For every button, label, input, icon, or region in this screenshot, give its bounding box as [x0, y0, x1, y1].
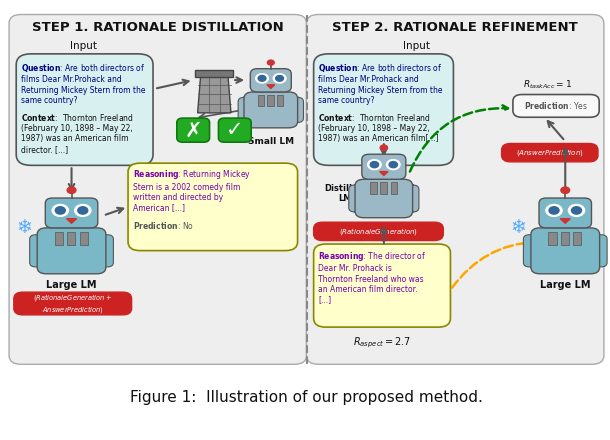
- FancyBboxPatch shape: [548, 231, 556, 246]
- Text: $\bf{Question}$: Are both directors of
films Dear Mr.Prohack and
Returning Micke: $\bf{Question}$: Are both directors of f…: [21, 62, 145, 105]
- Text: $R_{taskAcc} = 1$: $R_{taskAcc} = 1$: [523, 78, 572, 91]
- FancyBboxPatch shape: [16, 54, 153, 165]
- Polygon shape: [66, 219, 76, 223]
- FancyBboxPatch shape: [355, 179, 412, 218]
- Text: STEP 1. RATIONALE DISTILLATION: STEP 1. RATIONALE DISTILLATION: [32, 21, 284, 34]
- Polygon shape: [560, 219, 570, 223]
- Circle shape: [74, 205, 91, 216]
- Text: $\bf{Context}$:  Thornton Freeland
(February 10, 1898 – May 22,
1987) was an Ame: $\bf{Context}$: Thornton Freeland (Febru…: [318, 112, 439, 143]
- Circle shape: [258, 76, 266, 81]
- FancyBboxPatch shape: [250, 69, 292, 92]
- Circle shape: [572, 207, 581, 214]
- FancyBboxPatch shape: [267, 95, 274, 106]
- FancyBboxPatch shape: [9, 15, 306, 364]
- FancyBboxPatch shape: [314, 54, 453, 165]
- Text: ✗: ✗: [184, 121, 202, 140]
- FancyBboxPatch shape: [177, 118, 210, 142]
- Text: Input: Input: [70, 41, 97, 51]
- FancyBboxPatch shape: [37, 228, 106, 274]
- Text: Large LM: Large LM: [46, 280, 97, 290]
- Circle shape: [273, 73, 286, 83]
- Text: $\bf{Context}$:  Thornton Freeland
(February 10, 1898 – May 22,
1987) was an Ame: $\bf{Context}$: Thornton Freeland (Febru…: [21, 112, 134, 154]
- FancyBboxPatch shape: [244, 92, 298, 128]
- FancyBboxPatch shape: [370, 182, 376, 194]
- Text: $\bf{Prediction}$: No: $\bf{Prediction}$: No: [133, 220, 194, 231]
- FancyBboxPatch shape: [14, 292, 132, 315]
- FancyBboxPatch shape: [218, 118, 251, 142]
- Polygon shape: [379, 172, 388, 176]
- FancyBboxPatch shape: [306, 15, 604, 364]
- FancyBboxPatch shape: [380, 182, 387, 194]
- Polygon shape: [198, 76, 231, 113]
- FancyBboxPatch shape: [573, 231, 581, 246]
- FancyBboxPatch shape: [362, 154, 406, 179]
- FancyBboxPatch shape: [561, 231, 569, 246]
- Circle shape: [569, 205, 584, 216]
- Circle shape: [67, 187, 76, 194]
- Text: Distilled
LM: Distilled LM: [325, 184, 364, 203]
- Text: $R_{aspect} = 2.7$: $R_{aspect} = 2.7$: [353, 335, 411, 350]
- FancyBboxPatch shape: [390, 182, 398, 194]
- FancyBboxPatch shape: [99, 235, 113, 267]
- Text: ❄: ❄: [511, 218, 526, 237]
- FancyBboxPatch shape: [277, 95, 284, 106]
- FancyBboxPatch shape: [195, 70, 234, 77]
- Text: ✓: ✓: [226, 121, 243, 140]
- FancyBboxPatch shape: [594, 235, 607, 267]
- FancyBboxPatch shape: [67, 231, 75, 246]
- Text: ($\it{Rationale Generation}$): ($\it{Rationale Generation}$): [339, 226, 418, 237]
- FancyBboxPatch shape: [349, 185, 361, 212]
- Text: Figure 1:  Illustration of our proposed method.: Figure 1: Illustration of our proposed m…: [130, 389, 483, 404]
- FancyBboxPatch shape: [314, 244, 450, 327]
- Circle shape: [389, 161, 398, 168]
- Text: $\bf{Reasoning}$: The director of
Dear Mr. Prohack is
Thornton Freeland who was
: $\bf{Reasoning}$: The director of Dear M…: [318, 250, 426, 304]
- FancyBboxPatch shape: [293, 97, 304, 122]
- Circle shape: [370, 161, 379, 168]
- FancyBboxPatch shape: [30, 235, 43, 267]
- FancyBboxPatch shape: [523, 235, 537, 267]
- Circle shape: [56, 207, 65, 214]
- Text: ($\it{Rationale Generation}$ +
$\it{Answer Prediction}$): ($\it{Rationale Generation}$ + $\it{Answ…: [33, 292, 113, 315]
- FancyBboxPatch shape: [501, 143, 598, 162]
- Text: ❄: ❄: [16, 218, 32, 237]
- FancyBboxPatch shape: [539, 198, 592, 228]
- Circle shape: [380, 145, 387, 150]
- FancyBboxPatch shape: [128, 163, 298, 251]
- Circle shape: [78, 207, 88, 214]
- Text: STEP 2. RATIONALE REFINEMENT: STEP 2. RATIONALE REFINEMENT: [332, 21, 578, 34]
- Text: Input: Input: [403, 41, 430, 51]
- FancyBboxPatch shape: [45, 198, 98, 228]
- Circle shape: [546, 205, 562, 216]
- Circle shape: [549, 207, 559, 214]
- Circle shape: [387, 160, 400, 170]
- Text: $\bf{Prediction}$: Yes: $\bf{Prediction}$: Yes: [525, 100, 588, 111]
- FancyBboxPatch shape: [531, 228, 600, 274]
- FancyBboxPatch shape: [55, 231, 63, 246]
- Polygon shape: [267, 85, 274, 88]
- FancyBboxPatch shape: [257, 95, 264, 106]
- Circle shape: [368, 160, 381, 170]
- Text: $\bf{Reasoning}$: Returning Mickey
Stern is a 2002 comedy film
written and direc: $\bf{Reasoning}$: Returning Mickey Stern…: [133, 169, 251, 213]
- Circle shape: [267, 60, 274, 65]
- FancyBboxPatch shape: [238, 97, 249, 122]
- Circle shape: [256, 73, 268, 83]
- FancyBboxPatch shape: [80, 231, 88, 246]
- FancyBboxPatch shape: [314, 222, 443, 241]
- Text: ($\it{Answer Prediction}$): ($\it{Answer Prediction}$): [516, 147, 584, 158]
- Circle shape: [52, 205, 68, 216]
- Text: Large LM: Large LM: [540, 280, 590, 290]
- Text: $\bf{Question}$: Are both directors of
films Dear Mr.Prohack and
Returning Micke: $\bf{Question}$: Are both directors of f…: [318, 62, 443, 105]
- Circle shape: [561, 187, 570, 194]
- FancyBboxPatch shape: [407, 185, 419, 212]
- FancyBboxPatch shape: [513, 95, 599, 117]
- Text: Small LM: Small LM: [248, 137, 294, 146]
- Circle shape: [276, 76, 284, 81]
